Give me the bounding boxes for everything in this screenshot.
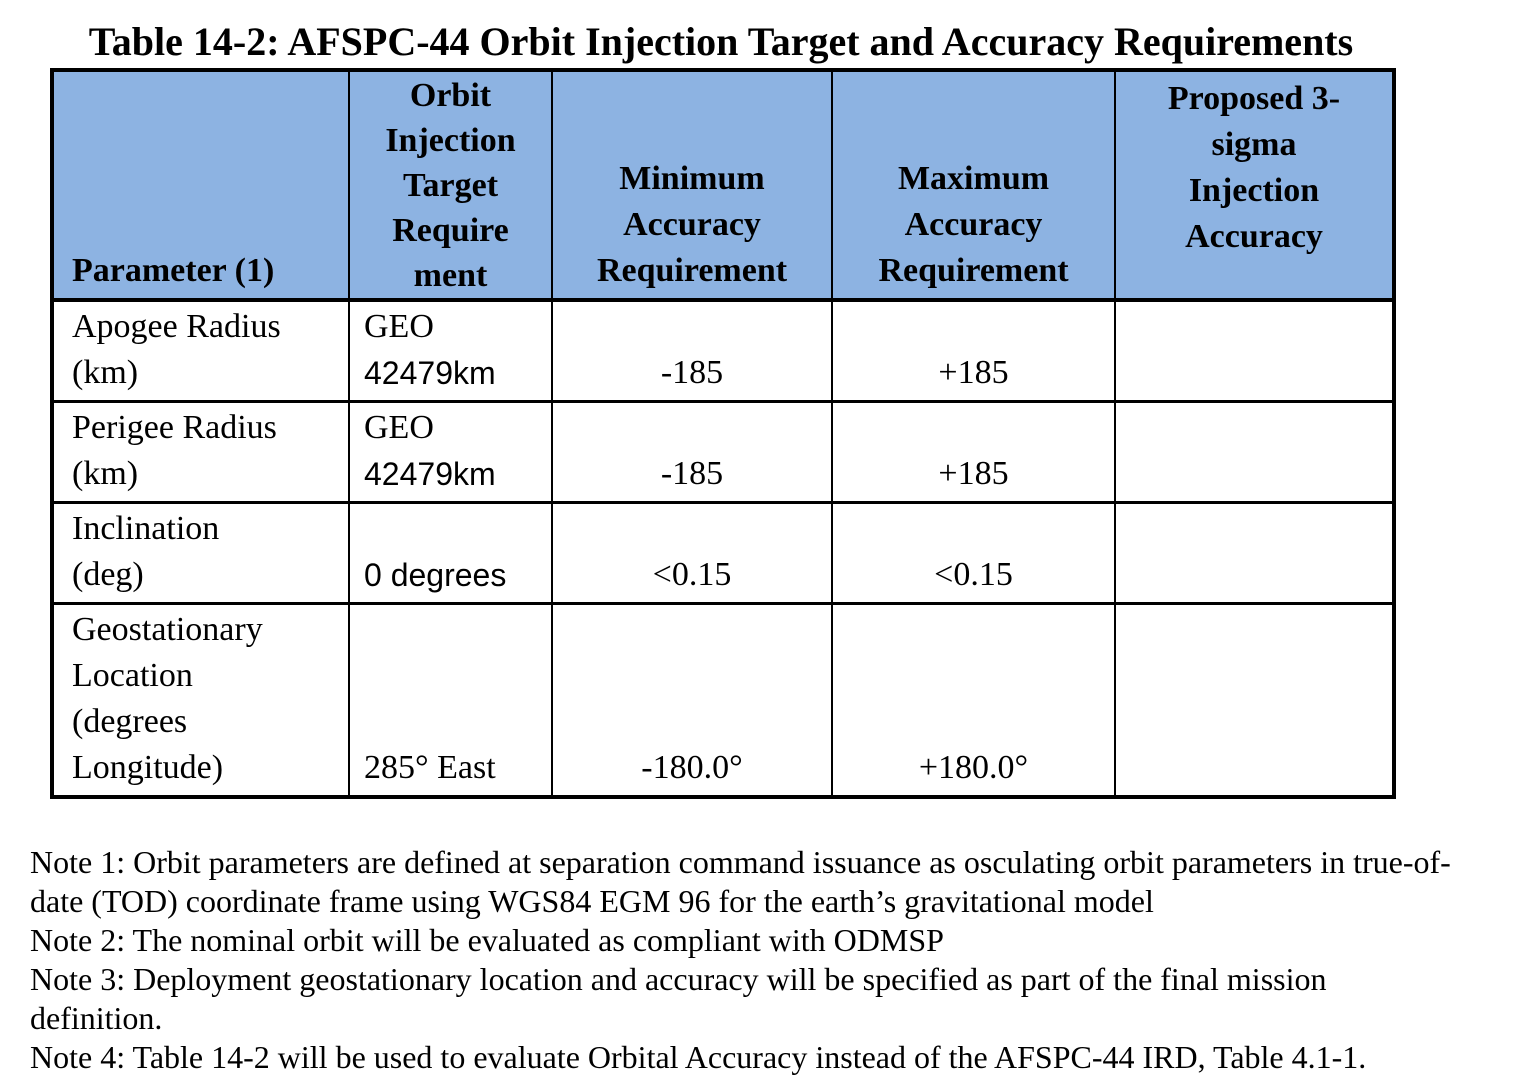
cell-inclination-max: <0.15 xyxy=(831,501,1116,605)
target-value: 42479km xyxy=(364,456,496,492)
cell-geostationary-target: 285° East xyxy=(348,602,553,799)
cell-geostationary-parameter: Geostationary Location (degrees Longitud… xyxy=(51,602,350,799)
table-header: Parameter (1) Orbit Injection Target Req… xyxy=(51,68,1395,302)
target-value: 285° East xyxy=(364,749,496,786)
target-prefix: GEO xyxy=(364,308,434,345)
table-row-perigee: Perigee Radius (km) GEO 42479km -185 +18… xyxy=(51,400,1395,504)
cell-perigee-max: +185 xyxy=(831,400,1116,504)
cell-apogee-min: -185 xyxy=(551,298,833,403)
table-title: Table 14-2: AFSPC-44 Orbit Injection Tar… xyxy=(88,19,1354,64)
cell-geostationary-min: -180.0° xyxy=(551,602,833,799)
table-row-geostationary: Geostationary Location (degrees Longitud… xyxy=(51,602,1395,799)
cell-inclination-proposed xyxy=(1114,501,1395,605)
cell-inclination-min: <0.15 xyxy=(551,501,833,605)
note-1: Note 1: Orbit parameters are defined at … xyxy=(30,844,1451,919)
cell-apogee-max: +185 xyxy=(831,298,1116,403)
note-2: Note 2: The nominal orbit will be evalua… xyxy=(30,922,944,958)
target-value: 0 degrees xyxy=(364,557,507,593)
cell-geostationary-max: +180.0° xyxy=(831,602,1116,799)
cell-perigee-min: -185 xyxy=(551,400,833,504)
target-prefix: GEO xyxy=(364,409,434,446)
orbit-injection-table: Parameter (1) Orbit Injection Target Req… xyxy=(50,68,1396,799)
header-cell-minimum: Minimum Accuracy Requirement xyxy=(551,68,833,302)
cell-apogee-proposed xyxy=(1114,298,1395,403)
cell-perigee-proposed xyxy=(1114,400,1395,504)
cell-apogee-target: GEO 42479km xyxy=(348,298,553,403)
cell-perigee-parameter: Perigee Radius (km) xyxy=(51,400,350,504)
cell-inclination-target: 0 degrees xyxy=(348,501,553,605)
notes-section: Note 1: Orbit parameters are defined at … xyxy=(30,843,1522,1077)
cell-apogee-parameter: Apogee Radius (km) xyxy=(51,298,350,403)
table-row-inclination: Inclination (deg) 0 degrees <0.15 <0.15 xyxy=(51,501,1395,605)
header-cell-proposed: Proposed 3- sigma Injection Accuracy xyxy=(1114,68,1395,302)
header-cell-maximum: Maximum Accuracy Requirement xyxy=(831,68,1116,302)
cell-inclination-parameter: Inclination (deg) xyxy=(51,501,350,605)
header-cell-target: Orbit Injection Target Require ment xyxy=(348,68,553,302)
cell-geostationary-proposed xyxy=(1114,602,1395,799)
header-cell-parameter: Parameter (1) xyxy=(51,68,350,302)
target-value: 42479km xyxy=(364,355,496,391)
header-row: Parameter (1) Orbit Injection Target Req… xyxy=(51,68,1395,302)
note-3: Note 3: Deployment geostationary locatio… xyxy=(30,961,1327,1036)
table-row-apogee: Apogee Radius (km) GEO 42479km -185 +185 xyxy=(51,298,1395,403)
cell-perigee-target: GEO 42479km xyxy=(348,400,553,504)
